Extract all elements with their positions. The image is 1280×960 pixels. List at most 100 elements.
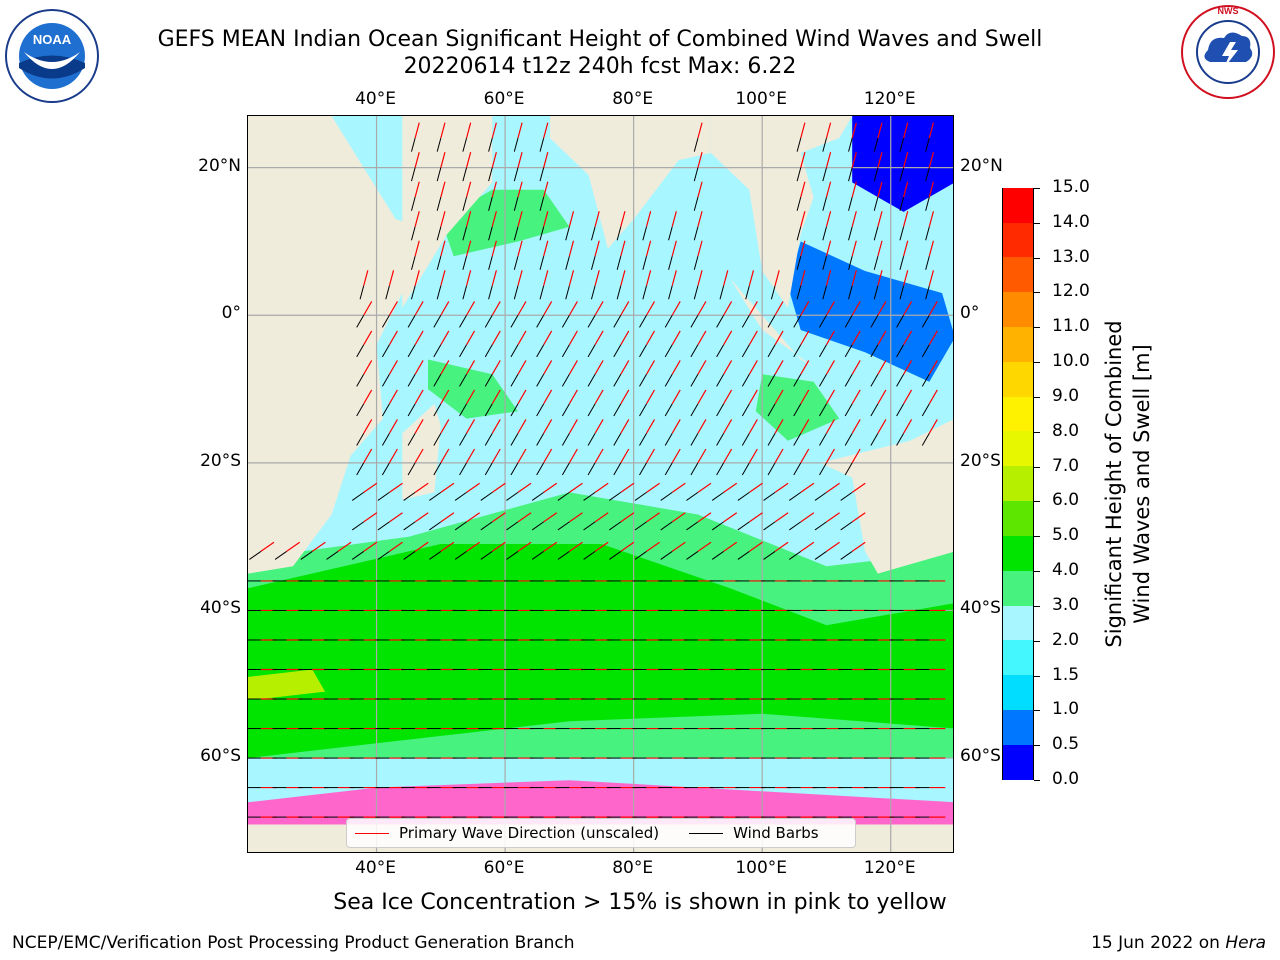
wind-barb (459, 315, 467, 328)
wind-barb (510, 462, 519, 476)
wind-barb (561, 462, 570, 476)
wave-direction-arrow (543, 181, 549, 198)
wind-barb (488, 138, 493, 152)
wind-barb (513, 197, 519, 211)
lat-label-right: 0° (960, 303, 980, 324)
wave-direction-arrow (491, 541, 506, 552)
wave-direction-arrow (851, 181, 857, 198)
wave-direction-arrow (517, 301, 527, 316)
wind-barb (737, 521, 750, 531)
wave-direction-arrow (774, 360, 784, 375)
lon-label-top: 40°E (355, 89, 396, 109)
wind-barb (609, 551, 622, 560)
wave-direction-arrow (491, 122, 497, 139)
wave-direction-arrow (440, 389, 450, 405)
colorbar-tick-label: 0.5 (1052, 734, 1080, 755)
wind-barb (381, 433, 390, 446)
colorbar-tick-mark (1034, 710, 1040, 712)
wind-barb (796, 138, 802, 152)
wind-barb (896, 433, 905, 446)
wind-barb (639, 374, 647, 387)
wave-direction-arrow (414, 541, 429, 552)
wave-direction-arrow (414, 419, 424, 434)
wind-barb (668, 285, 673, 300)
wind-barb (693, 167, 699, 182)
wave-direction-arrow (800, 330, 810, 346)
wave-direction-arrow (620, 541, 635, 552)
wave-direction-arrow (491, 301, 501, 316)
wave-direction-arrow (491, 389, 501, 405)
wave-direction-arrow (363, 360, 373, 375)
wind-barb (429, 551, 442, 560)
wind-barb (513, 167, 519, 182)
map-canvas (248, 116, 953, 852)
wave-direction-arrow (414, 360, 424, 375)
lat-label-left: 60°S (200, 746, 241, 767)
wave-direction-arrow (903, 240, 909, 257)
wind-barb (925, 226, 930, 241)
wave-direction-arrow (440, 512, 455, 523)
wave-direction-arrow (568, 240, 575, 257)
wind-barb (870, 403, 879, 417)
wave-direction-arrow (543, 301, 553, 316)
wind-barb (642, 256, 647, 270)
colorbar-tick-label: 8.0 (1052, 420, 1080, 441)
wave-direction-arrow (697, 360, 707, 375)
wave-direction-arrow (903, 360, 913, 375)
wave-direction-arrow (748, 330, 758, 346)
wave-direction-arrow (877, 181, 883, 198)
wind-barb (822, 285, 827, 300)
lon-label-bottom: 120°E (863, 858, 916, 878)
wave-direction-arrow (645, 360, 656, 375)
wind-barb (459, 403, 467, 417)
wave-direction-arrow (440, 448, 450, 464)
wave-direction-arrow (440, 301, 450, 316)
wind-barb (403, 521, 416, 531)
wave-direction-arrow (928, 122, 935, 139)
wind-barb (484, 344, 493, 358)
wind-barb (407, 374, 416, 387)
wind-barb (536, 433, 545, 446)
wave-direction-arrow (928, 360, 938, 375)
wave-direction-arrow (723, 301, 733, 316)
wind-barb (793, 344, 802, 358)
wave-direction-arrow (543, 512, 558, 523)
wave-direction-arrow (646, 541, 660, 552)
wave-direction-arrow (414, 211, 420, 227)
wave-direction-arrow (465, 270, 472, 286)
colorbar-tick-label: 10.0 (1052, 351, 1090, 372)
wind-barb (848, 138, 853, 152)
wind-barb (381, 374, 390, 387)
wind-barb (840, 521, 853, 531)
wave-direction-arrow (620, 211, 626, 227)
wave-direction-arrow (543, 270, 549, 286)
wind-barb (536, 315, 545, 328)
wave-direction-arrow (543, 330, 553, 346)
wind-barb (484, 315, 493, 328)
lon-label-top: 80°E (612, 89, 654, 109)
wave-direction-arrow (543, 240, 549, 257)
wave-direction-arrow (903, 122, 909, 139)
wind-barb (921, 315, 930, 328)
wave-direction-arrow (594, 330, 604, 346)
legend-barb-label: Wind Barbs (733, 824, 819, 842)
colorbar-tick-mark (1034, 780, 1040, 781)
wind-barb (745, 285, 750, 300)
wind-barb (513, 138, 519, 152)
wind-barb (561, 433, 570, 446)
wind-barb (770, 285, 776, 300)
wave-direction-arrow (877, 389, 887, 405)
wave-direction-arrow (491, 419, 501, 434)
sea-ice-zone (248, 780, 953, 825)
wind-barb (359, 285, 365, 300)
wave-direction-arrow (363, 448, 373, 464)
wind-barb (484, 403, 493, 417)
wave-direction-arrow (363, 330, 373, 346)
wave-direction-arrow (928, 389, 938, 405)
wind-barb (539, 197, 545, 211)
wave-direction-arrow (748, 270, 755, 286)
wave-direction-arrow (877, 211, 883, 227)
wind-barb (899, 285, 905, 300)
wave-direction-arrow (543, 360, 553, 375)
wave-direction-arrow (517, 122, 523, 139)
